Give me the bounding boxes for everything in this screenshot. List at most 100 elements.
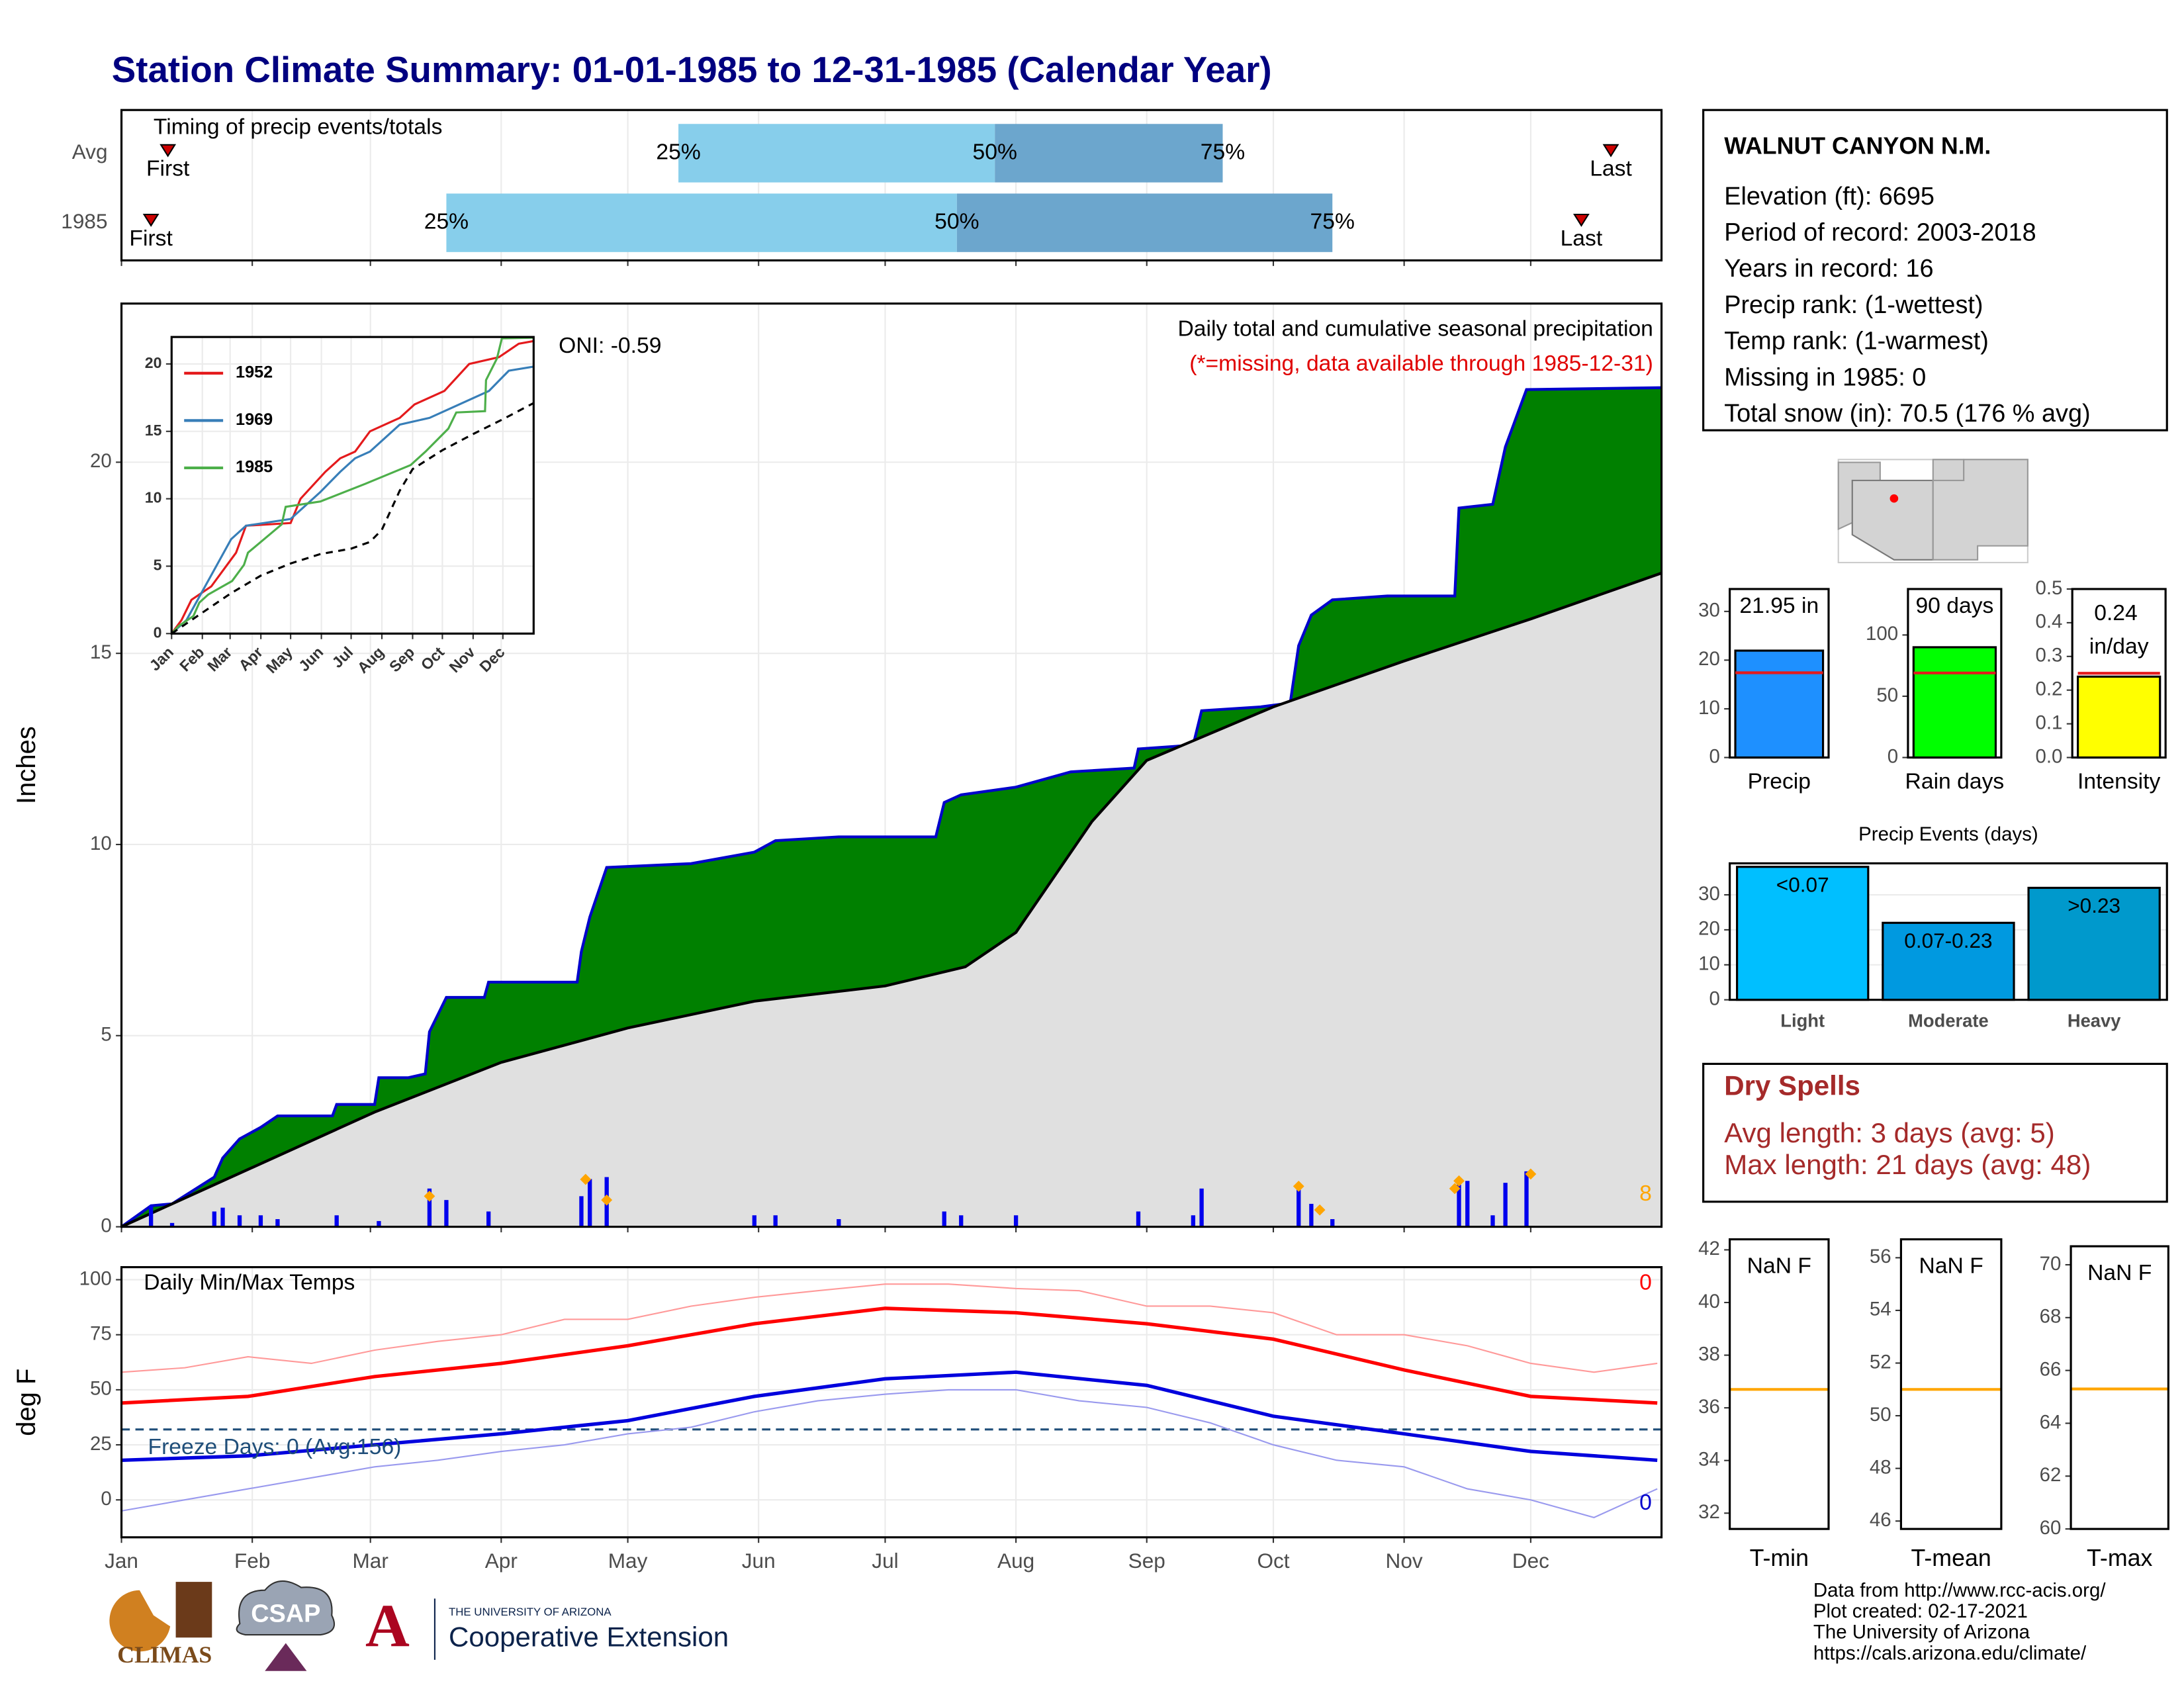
event-marker — [142, 213, 159, 227]
station-line: Period of record: 2003-2018 — [1724, 218, 2036, 246]
series-line — [121, 1283, 1658, 1373]
x-tick-label: Aug — [354, 643, 387, 676]
y-tick-label: 40 — [1698, 1291, 1720, 1312]
x-tick-label: Aug — [997, 1549, 1034, 1573]
value-label: 0.24 in/day — [2089, 601, 2149, 659]
legend-label: 1952 — [236, 363, 273, 382]
y-tick-label: 100 — [1866, 623, 1898, 645]
series-line — [171, 365, 534, 635]
event-marker — [1572, 213, 1590, 227]
y-tick-label: 20 — [1698, 918, 1720, 940]
y-tick-label: 42 — [1698, 1238, 1720, 1259]
event-marker — [1602, 144, 1619, 158]
y-tick-label: 34 — [1698, 1448, 1720, 1470]
series-line — [171, 336, 534, 635]
y-tick-label: 50 — [1876, 684, 1898, 706]
x-tick-label: Nov — [445, 643, 478, 676]
quartile-bar — [956, 193, 1333, 252]
annotation: ONI: -0.59 — [559, 334, 661, 358]
cumulative-line — [120, 386, 1662, 1228]
quartile-bar — [995, 124, 1223, 183]
quartile-bar — [446, 193, 957, 252]
y-tick-label: 0.3 — [2036, 645, 2063, 666]
y-tick-label: 0.0 — [2036, 745, 2063, 767]
category-label: Light — [1780, 1011, 1825, 1031]
climas-logo: CLIMAS — [117, 1641, 212, 1668]
y-tick-label: 10 — [90, 833, 112, 854]
quartile-label: 25% — [656, 140, 700, 164]
bar — [1734, 649, 1825, 759]
station-line: Precip rank: (1-wettest) — [1724, 291, 1983, 319]
daily-bar — [169, 1222, 175, 1227]
y-tick-label: 10 — [145, 489, 162, 506]
quartile-label: 25% — [424, 210, 469, 234]
station-box — [1702, 109, 2168, 432]
y-tick-label: 15 — [90, 641, 112, 663]
x-tick-label: Feb — [234, 1549, 270, 1573]
x-tick-label: Sep — [386, 643, 418, 675]
x-tick-label: Jul — [872, 1549, 898, 1573]
daily-bar — [1013, 1215, 1019, 1227]
daily-bar — [752, 1215, 756, 1227]
y-axis-label: deg F — [12, 1369, 41, 1436]
x-tick-label: Sep — [1128, 1549, 1165, 1573]
chart-title: Daily Min/Max Temps — [144, 1271, 355, 1295]
x-tick-label: May — [263, 643, 296, 676]
y-tick-label: 48 — [1870, 1456, 1891, 1478]
x-tick-label: Oct — [1257, 1549, 1289, 1573]
annotation: 8 — [1639, 1181, 1652, 1206]
y-tick-label: 30 — [1698, 600, 1720, 621]
y-tick-label: 10 — [1698, 953, 1720, 975]
daily-bar — [1309, 1203, 1314, 1227]
dry-spells-title: Dry Spells — [1724, 1070, 1860, 1101]
plot-frame — [1729, 862, 2168, 1001]
bar — [1882, 921, 2015, 1001]
x-tick-label: Apr — [485, 1549, 518, 1573]
plot-frame — [1729, 588, 1830, 759]
plot-frame — [2071, 588, 2167, 759]
y-tick-label: 0 — [101, 1214, 111, 1236]
y-tick-label: 66 — [2040, 1358, 2062, 1380]
y-tick-label: 5 — [101, 1024, 111, 1046]
category-label: Heavy — [2068, 1011, 2121, 1031]
csap-logo: CSAP — [251, 1600, 320, 1628]
y-tick-label: 68 — [2040, 1306, 2062, 1328]
y-tick-label: 10 — [1698, 697, 1720, 719]
x-tick-label: Jan — [146, 643, 177, 674]
category-label: Intensity — [2077, 769, 2161, 794]
station-line: Temp rank: (1-warmest) — [1724, 328, 1989, 355]
series-line — [121, 1389, 1658, 1518]
annotation: 0 — [1639, 1490, 1652, 1515]
daily-bar — [1503, 1183, 1508, 1227]
footer-line: https://cals.arizona.edu/climate/ — [1813, 1642, 2087, 1664]
quartile-bar — [678, 124, 995, 183]
y-tick-label: 56 — [1870, 1246, 1891, 1267]
y-tick-label: 0.4 — [2036, 611, 2063, 633]
value-label: NaN F — [1919, 1254, 1983, 1278]
y-tick-label: 52 — [1870, 1351, 1891, 1373]
daily-bar — [837, 1219, 841, 1227]
legend-label: 1969 — [236, 410, 273, 429]
legend-label: 1985 — [236, 458, 273, 477]
inset-bg — [171, 337, 534, 634]
category-label: T-max — [2087, 1545, 2152, 1571]
event-label: First — [129, 226, 173, 251]
chart-title: Precip Events (days) — [1858, 823, 2038, 845]
y-tick-label: 20 — [90, 450, 112, 472]
daily-bar — [149, 1205, 154, 1227]
y-tick-label: 50 — [1870, 1404, 1891, 1426]
value-label: <0.07 — [1776, 873, 1829, 897]
event-label: Last — [1561, 226, 1603, 251]
x-tick-label: May — [608, 1549, 648, 1573]
daily-bar — [334, 1215, 339, 1227]
x-tick-label: Nov — [1386, 1549, 1423, 1573]
daily-bar — [237, 1215, 242, 1227]
value-label: NaN F — [1747, 1254, 1811, 1278]
y-tick-label: 0.5 — [2036, 577, 2063, 599]
event-label: First — [146, 157, 190, 181]
snow-marker — [424, 1190, 435, 1202]
dry-spells-box — [1702, 1062, 2168, 1203]
daily-bar — [1490, 1215, 1495, 1227]
station-line: Total snow (in): 70.5 (176 % avg) — [1724, 400, 2090, 428]
dry-spell-line: Max length: 21 days (avg: 48) — [1724, 1149, 2091, 1180]
